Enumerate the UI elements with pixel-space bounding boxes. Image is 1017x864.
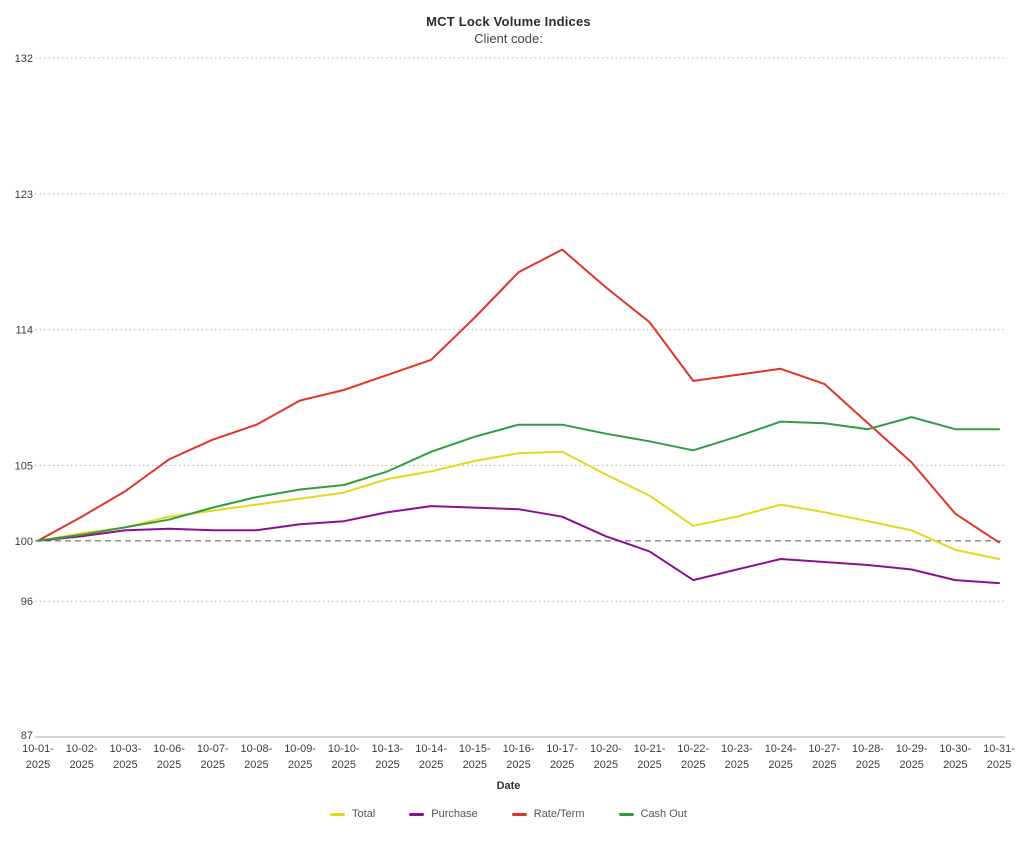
x-tick-label: 2025 bbox=[812, 759, 836, 771]
x-tick-label: 10-30- bbox=[939, 743, 971, 755]
x-tick-label: 2025 bbox=[681, 759, 705, 771]
x-tick-label: 10-29- bbox=[896, 743, 928, 755]
x-tick-label: 2025 bbox=[419, 759, 443, 771]
y-tick-label: 87 bbox=[21, 730, 33, 742]
legend-item-label: Cash Out bbox=[640, 808, 687, 820]
x-tick-label: 2025 bbox=[69, 759, 93, 771]
x-tick-label: 2025 bbox=[899, 759, 923, 771]
x-tick-label: 10-07- bbox=[197, 743, 229, 755]
x-tick-label: 10-14- bbox=[415, 743, 447, 755]
x-tick-label: 2025 bbox=[288, 759, 312, 771]
legend-item-cash-out[interactable]: Cash Out bbox=[618, 808, 687, 820]
x-tick-label: 10-22- bbox=[677, 743, 709, 755]
x-tick-label: 2025 bbox=[725, 759, 749, 771]
chart-subtitle: Client code: bbox=[474, 31, 543, 46]
y-tick-label: 100 bbox=[15, 536, 33, 548]
x-tick-label: 10-20- bbox=[590, 743, 622, 755]
x-tick-label: 2025 bbox=[113, 759, 137, 771]
legend-item-label: Rate/Term bbox=[533, 808, 585, 820]
x-tick-label: 10-01- bbox=[22, 743, 54, 755]
x-tick-label: 10-17- bbox=[546, 743, 578, 755]
y-tick-label: 105 bbox=[15, 460, 33, 472]
x-tick-label: 10-23- bbox=[721, 743, 753, 755]
x-tick-label: 10-13- bbox=[372, 743, 404, 755]
series-line-total bbox=[37, 450, 1000, 560]
legend-item-label: Total bbox=[352, 808, 376, 820]
x-tick-label: 2025 bbox=[594, 759, 618, 771]
line-chart: 87 96 100 105 114 123 132 10-01- 2025 10-02- 2025 1… bbox=[15, 53, 1016, 771]
x-tick-label: 10-28- bbox=[852, 743, 884, 755]
x-tick-label: 10-27- bbox=[808, 743, 840, 755]
x-tick-label: 2025 bbox=[157, 759, 181, 771]
legend-swatch-total bbox=[330, 812, 346, 816]
x-axis-title: Date bbox=[496, 780, 521, 792]
x-tick-label: 10-03- bbox=[109, 743, 141, 755]
x-tick-label: 2025 bbox=[550, 759, 574, 771]
legend-swatch-rate-term bbox=[511, 812, 527, 816]
legend-item-label: Purchase bbox=[431, 808, 478, 820]
x-tick-label: 10-16- bbox=[503, 743, 535, 755]
y-tick-label: 123 bbox=[15, 189, 33, 201]
y-tick-label: 132 bbox=[15, 53, 33, 65]
x-tick-label: 10-06- bbox=[153, 743, 185, 755]
x-tick-label: 2025 bbox=[637, 759, 661, 771]
page-title: MCT Lock Volume Indices bbox=[426, 14, 591, 29]
legend-item-rate-term[interactable]: Rate/Term bbox=[511, 808, 585, 820]
series-line-cash-out bbox=[37, 416, 1000, 542]
legend-swatch-cash-out bbox=[618, 812, 634, 816]
x-tick-label: 10-02- bbox=[66, 743, 98, 755]
legend-item-total[interactable]: Total bbox=[330, 808, 375, 820]
x-tick-label: 2025 bbox=[943, 759, 967, 771]
chart-legend: Total Purchase Rate/Term Cash Out bbox=[0, 808, 1017, 820]
y-tick-label: 96 bbox=[21, 596, 33, 608]
x-tick-label: 2025 bbox=[26, 759, 50, 771]
x-tick-label: 2025 bbox=[463, 759, 487, 771]
x-tick-label: 2025 bbox=[768, 759, 792, 771]
legend-item-purchase[interactable]: Purchase bbox=[409, 808, 478, 820]
x-tick-label: 10-08- bbox=[241, 743, 273, 755]
x-tick-label: 10-31- bbox=[983, 743, 1015, 755]
x-tick-label: 2025 bbox=[200, 759, 224, 771]
x-tick-label: 10-15- bbox=[459, 743, 491, 755]
series-line-rate-term bbox=[37, 248, 1000, 544]
y-tick-label: 114 bbox=[15, 325, 33, 337]
x-tick-label: 10-24- bbox=[765, 743, 797, 755]
x-tick-label: 10-10- bbox=[328, 743, 360, 755]
x-tick-label: 2025 bbox=[244, 759, 268, 771]
x-tick-label: 10-09- bbox=[284, 743, 316, 755]
series-line-purchase bbox=[37, 505, 1000, 585]
legend-swatch-purchase bbox=[409, 812, 425, 816]
x-tick-label: 2025 bbox=[856, 759, 880, 771]
x-tick-label: 2025 bbox=[506, 759, 530, 771]
x-tick-label: 10-21- bbox=[634, 743, 666, 755]
x-tick-label: 2025 bbox=[332, 759, 356, 771]
x-tick-label: 2025 bbox=[375, 759, 399, 771]
x-tick-label: 2025 bbox=[987, 759, 1011, 771]
